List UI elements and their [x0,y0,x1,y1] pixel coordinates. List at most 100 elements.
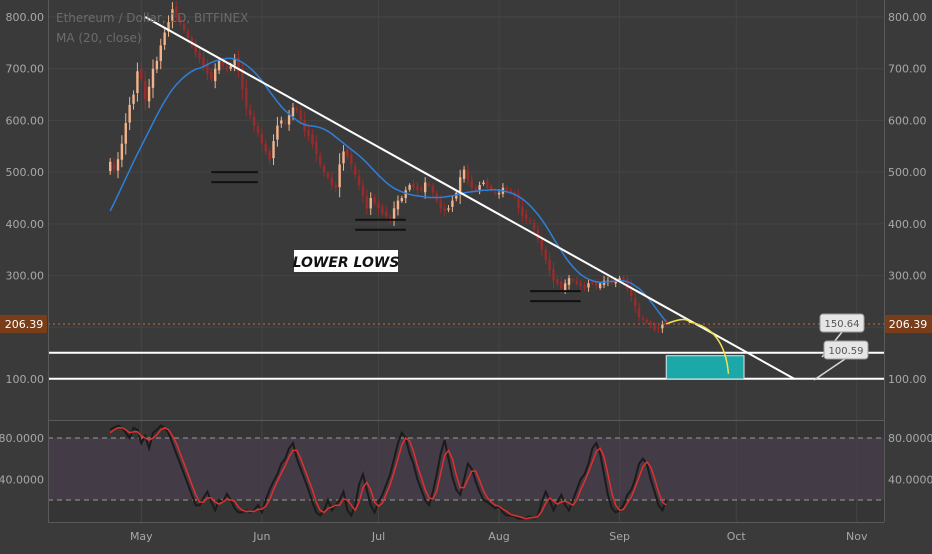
candle-body [579,283,582,286]
candle [151,59,155,99]
price-tag-right-box [885,315,932,333]
candle-body [357,176,361,186]
candle-body [178,19,182,23]
price-tick-right: 400.00 [888,218,927,231]
candle-body [587,283,590,288]
candle-body [213,68,217,82]
oscillator-plot [48,424,884,520]
candle-body [439,200,442,209]
candle [178,16,182,26]
price-tick-left: 400.00 [6,218,45,231]
candle [482,180,485,186]
candle-body [190,38,194,46]
candle-body [462,169,466,179]
candle-body [661,324,664,329]
stochastic-k-line [109,424,668,520]
candle-body [210,71,213,80]
projection-curve[interactable] [665,318,730,374]
price-tick-left: 800.00 [6,11,45,24]
candle [528,217,532,224]
candle-body [280,120,283,124]
candle-body [147,86,151,102]
candle-body [353,166,357,175]
candle-body [556,279,559,284]
candle [571,277,575,282]
candle [427,181,431,187]
oscillator-tick-left: 80.0000 [0,432,44,445]
candle-body [112,163,116,170]
candle-body [637,308,641,317]
candle-body [478,185,481,190]
candle-body [610,281,614,284]
price-tick-right: 600.00 [888,114,927,127]
candle [283,119,287,126]
price-tick-right: 300.00 [888,270,927,283]
candle-body [517,194,520,209]
main-plot [48,1,884,380]
candle-body [350,154,353,165]
support-lines [48,351,884,380]
candle-body [198,52,201,59]
candle [252,110,256,133]
candle [641,315,645,324]
candle [462,165,466,183]
target-zone[interactable] [665,355,745,380]
price-tick-left: 100.00 [6,373,45,386]
candle-body [171,9,174,21]
candle [490,183,493,193]
candle-body [186,30,190,38]
candle-body [657,328,660,330]
candle-body [388,218,392,220]
candle [326,171,330,179]
candle-body [641,317,645,320]
candle-body [182,23,186,30]
candle-body [431,186,435,193]
candle [361,179,365,203]
candle [416,181,419,196]
candle [225,62,229,74]
trendline[interactable] [144,16,796,380]
time-tick-label: Aug [488,530,509,543]
candle-body [649,322,652,325]
candle [147,78,151,109]
candle [556,275,559,287]
candle [365,188,369,215]
candle [144,71,147,111]
price-tick-left: 300.00 [6,270,45,283]
oscillator-tick-right: 40.0000 [888,473,932,486]
candle [260,128,264,151]
candle [334,181,337,193]
candle-body [497,192,501,195]
candle [369,192,372,216]
candle [120,135,124,168]
indicator-title: MA (20, close) [56,31,142,45]
candle-body [248,109,252,116]
candle-body [482,182,485,185]
ma-line [109,57,667,323]
candle [353,163,357,179]
candle [175,1,178,22]
candle-body [528,220,532,222]
candle [299,105,302,125]
candle [256,121,260,138]
candle-body [167,22,170,32]
candle [404,186,407,204]
price-tag-left-box [0,315,47,333]
candle-body [486,180,489,188]
candle-body [116,159,120,171]
price-tag-left: 206.39 [0,315,47,333]
candle-body [252,116,256,126]
candle [385,206,388,220]
candle [552,262,555,289]
candle [431,182,435,198]
candle-body [381,206,384,214]
candle-body [245,87,248,108]
candle [280,116,283,128]
candle-body [595,281,598,286]
candle [579,279,582,291]
candle [478,181,481,195]
callout-lower[interactable]: 100.59 [813,340,869,381]
candle-body [225,66,229,69]
candle-body [598,283,602,288]
time-tick-label: Jun [252,530,270,543]
